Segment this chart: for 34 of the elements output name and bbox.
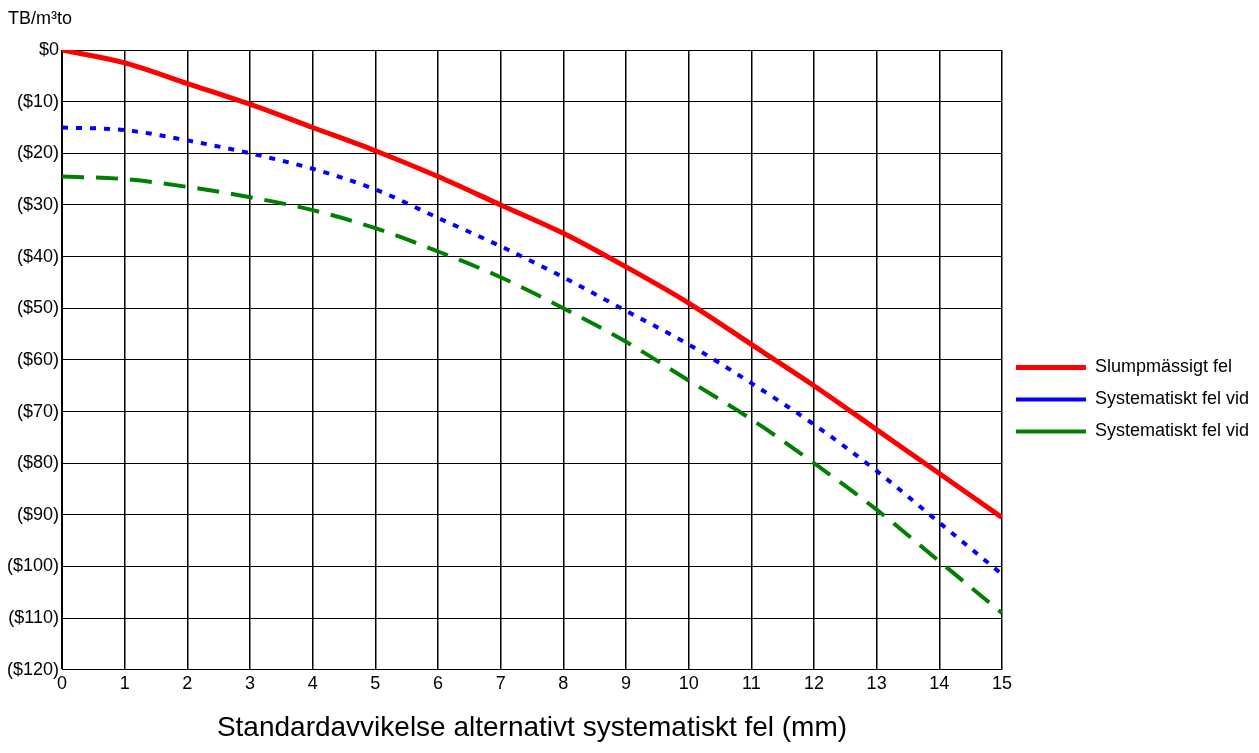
y-tick-label: ($40) bbox=[17, 245, 60, 266]
legend-label: Slumpmässigt fel bbox=[1094, 356, 1233, 377]
x-tick-label: 9 bbox=[620, 672, 631, 693]
x-tick-label: 6 bbox=[432, 672, 444, 693]
y-axis-title: TB/m³to bbox=[8, 7, 73, 28]
x-tick-label: 10 bbox=[678, 672, 699, 693]
y-tick-label: ($10) bbox=[17, 90, 60, 111]
x-tick-label: 2 bbox=[182, 672, 193, 693]
y-tick-label: ($80) bbox=[17, 452, 60, 473]
x-tick-label: 4 bbox=[307, 672, 318, 693]
x-tick-label: 7 bbox=[495, 672, 506, 693]
x-axis-title: Standardavvikelse alternativt systematiskt fel (mm) bbox=[216, 710, 848, 742]
y-tick-label: ($90) bbox=[17, 503, 60, 524]
legend-label: Systematiskt fel vid bbox=[1094, 420, 1249, 441]
y-tick-label: ($60) bbox=[17, 348, 60, 369]
x-tick-label: 15 bbox=[991, 672, 1012, 693]
line-series bbox=[62, 174, 1002, 615]
y-tick-label: $0 bbox=[39, 38, 60, 59]
x-tick-label: 13 bbox=[866, 672, 887, 693]
y-tick-label: ($100) bbox=[7, 555, 60, 576]
x-tick-label: 11 bbox=[741, 672, 761, 693]
x-tick-label: 8 bbox=[558, 672, 569, 693]
y-tick-label: ($70) bbox=[17, 400, 60, 421]
x-tick-label: 3 bbox=[245, 672, 256, 693]
y-tick-label: ($30) bbox=[17, 193, 60, 214]
x-tick-label: 12 bbox=[803, 672, 824, 693]
x-tick-label: 14 bbox=[929, 672, 950, 693]
y-tick-label: ($20) bbox=[17, 142, 60, 163]
y-tick-label: ($110) bbox=[8, 607, 60, 628]
x-tick-label: 5 bbox=[370, 672, 381, 693]
x-tick-label: 1 bbox=[119, 672, 130, 693]
x-tick-label: 0 bbox=[57, 672, 68, 693]
y-tick-label: ($50) bbox=[17, 297, 60, 318]
legend-label: Systematiskt fel vid bbox=[1094, 388, 1249, 409]
